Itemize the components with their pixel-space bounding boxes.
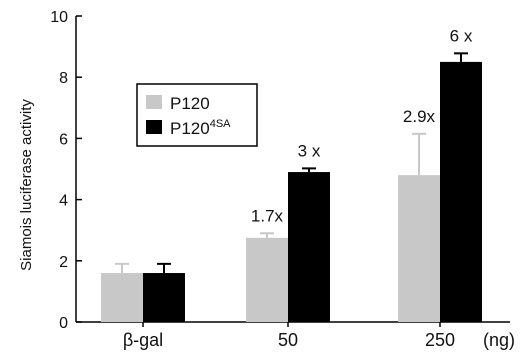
y-tick-label: 0: [59, 315, 68, 332]
y-tick-label: 8: [59, 70, 68, 87]
bar: [288, 172, 330, 322]
y-tick-label: 4: [59, 193, 68, 210]
data-label: 2.9x: [403, 107, 436, 126]
y-tick-label: 10: [50, 9, 68, 26]
legend-label-superscript: 4SA: [210, 118, 231, 130]
y-axis-title: Siamois luciferase activity: [18, 99, 35, 271]
y-tick-label: 6: [59, 131, 68, 148]
data-label: 6 x: [450, 26, 473, 45]
chart-bars: [101, 52, 482, 323]
x-tick-label: β-gal: [123, 330, 163, 350]
bar: [101, 273, 143, 322]
x-unit-label: (ng): [483, 330, 515, 350]
chart-labels: 1.7x 3 x 2.9x 6 x: [251, 26, 473, 225]
bar: [246, 237, 288, 322]
bar: [143, 273, 185, 322]
y-tick-label: 2: [59, 254, 68, 271]
x-tick-label: 250: [425, 330, 455, 350]
bar: [440, 61, 482, 323]
data-label: 1.7x: [251, 206, 284, 225]
bar: [398, 175, 440, 322]
legend-swatch: [146, 120, 162, 134]
data-label: 3 x: [298, 141, 321, 160]
legend-label: P120: [170, 94, 210, 113]
legend-box: [136, 83, 258, 147]
legend-swatch: [146, 95, 162, 109]
x-tick-label: 50: [278, 330, 298, 350]
